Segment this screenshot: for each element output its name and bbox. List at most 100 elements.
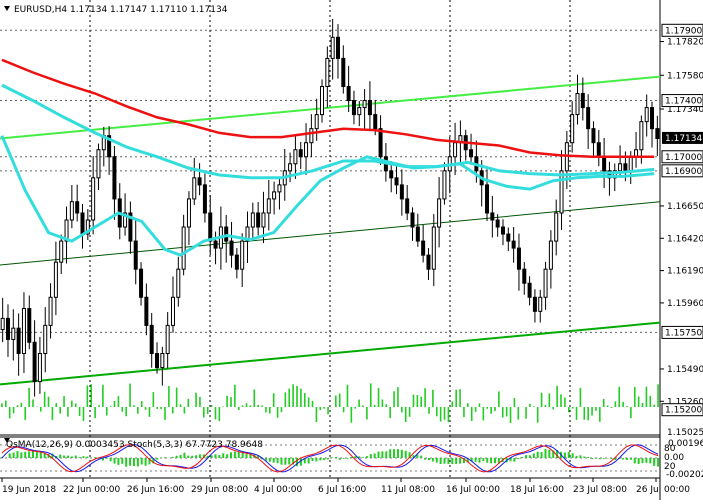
candle-body (0, 317, 5, 331)
channel-middle-line (0, 201, 661, 266)
price-box-label: 1.17000 (665, 153, 702, 163)
price-box (661, 325, 703, 339)
price-tick-label: 1.15490 (667, 365, 703, 375)
time-label: 26 Jul 00:00 (636, 485, 690, 495)
candle-body (602, 156, 607, 172)
candle-body (367, 100, 372, 116)
candle-body (288, 163, 293, 172)
candle-body (399, 184, 404, 200)
candle-body (197, 177, 202, 186)
dropdown-arrow-icon[interactable] (4, 6, 10, 11)
candle-body (389, 170, 394, 179)
candle-body (304, 142, 309, 158)
candle-body (293, 149, 298, 165)
candle-body (655, 128, 660, 139)
price-box-label: 1.17900 (665, 26, 702, 36)
candle-body (341, 57, 346, 88)
time-label: 19 Jun 2018 (2, 485, 56, 495)
candle-body (346, 86, 351, 102)
candle-body (394, 177, 399, 186)
indicator-header: OsMA(12,26,9) 0.0003453 Stoch(5,3,3) 67.… (6, 440, 263, 450)
candle-body (192, 177, 197, 200)
candle-body (240, 240, 245, 270)
candle-body (21, 308, 26, 354)
osc-axis-label: 80 (664, 444, 676, 454)
candle-body (575, 93, 580, 116)
candle-body (213, 240, 218, 249)
candle-body (500, 226, 505, 235)
candle-body (229, 240, 234, 256)
candle-body (96, 149, 101, 179)
price-tick-label: 1.15960 (667, 299, 703, 309)
osc-axis-label: 0.00 (664, 453, 684, 463)
candle-body (261, 212, 266, 228)
time-label: 11 Jul 08:00 (381, 485, 435, 495)
candle-body (522, 268, 527, 284)
oscillator-panel: 0.001963800.0020-0.00202 (0, 439, 703, 480)
candle-body (266, 198, 271, 214)
candle-body (410, 212, 415, 228)
time-label: 16 Jul 00:00 (446, 485, 500, 495)
candle-body (431, 226, 436, 270)
candle-body (618, 163, 623, 172)
candle-body (32, 341, 37, 383)
candle-body (314, 114, 319, 130)
candle-body (133, 240, 138, 270)
indicator-dropdown-icon[interactable] (4, 438, 10, 443)
time-label: 6 Jul 16:00 (318, 485, 367, 495)
candle-body (69, 201, 74, 221)
price-tick-label: 1.15260 (667, 397, 703, 407)
price-box-label: 1.17400 (665, 97, 702, 107)
time-label: 4 Jul 00:00 (254, 485, 303, 495)
candle-body (442, 170, 447, 200)
candle-body (543, 268, 548, 298)
candle-body (91, 177, 96, 221)
volume-histogram (1, 383, 659, 423)
candle-body (112, 156, 117, 200)
candle-body (160, 352, 165, 369)
candle-body (405, 198, 410, 214)
candle-body (16, 327, 21, 354)
candle-body (181, 226, 186, 270)
candle-body (469, 149, 474, 158)
candle-body (170, 296, 175, 326)
moving-averages (0, 58, 655, 257)
candle-body (495, 219, 500, 228)
candle-body (586, 107, 591, 130)
current-price-label: 1.17134 (665, 134, 702, 144)
candle-body (357, 107, 362, 116)
candle-body (511, 240, 516, 249)
candle-body (591, 128, 596, 144)
candle-body (139, 268, 144, 298)
price-tick-label: 1.17580 (667, 71, 703, 81)
candle-body (272, 191, 277, 200)
candle-body (59, 240, 64, 263)
candle-body (639, 121, 644, 151)
candle-body (123, 212, 128, 228)
candle-body (351, 100, 356, 116)
time-label: 22 Jun 00:00 (63, 485, 120, 495)
candle-body (373, 114, 378, 130)
channel-lower-line (0, 321, 661, 386)
price-box-label: 1.15750 (665, 328, 702, 338)
stoch-main-line (1, 444, 659, 473)
price-tick-label: 1.16420 (667, 234, 703, 244)
time-axis: 19 Jun 2018 22 Jun 00:00 26 Jun 16:00 29 Ju… (1, 478, 690, 495)
candle-body (644, 107, 649, 123)
candle-body (362, 100, 367, 109)
price-box (661, 403, 703, 417)
candle-body (75, 201, 80, 214)
candle-body (202, 184, 207, 214)
candle-body (421, 240, 426, 256)
price-box (661, 164, 703, 178)
candle-body (43, 324, 48, 354)
stoch-signal-line (1, 444, 659, 473)
candle-body (490, 212, 495, 221)
candle-body (208, 212, 213, 242)
candle-body (325, 57, 330, 88)
current-price-badge (662, 131, 703, 144)
candle-body (538, 296, 543, 312)
candle-body (64, 219, 69, 242)
